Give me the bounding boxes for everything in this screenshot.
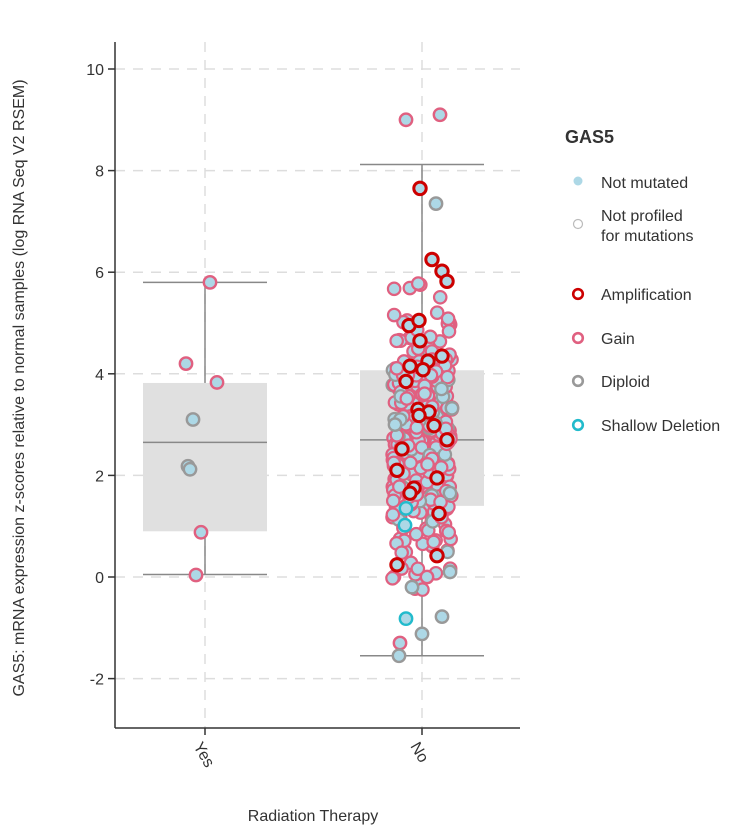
data-point (434, 381, 449, 397)
legend-label-gain: Gain (601, 331, 635, 348)
data-point (188, 567, 204, 583)
legend-marker-not-mutated (573, 176, 583, 186)
data-point (399, 391, 415, 406)
data-point (404, 579, 420, 595)
data-point (432, 289, 448, 305)
data-point (411, 407, 427, 424)
data-point (411, 312, 427, 329)
axes: -2 0 2 4 6 8 10 Yes No (86, 42, 520, 771)
data-point (389, 333, 404, 349)
data-point (426, 417, 442, 434)
data-points (178, 107, 460, 664)
data-point (398, 373, 414, 390)
data-point (440, 311, 456, 326)
data-point (394, 545, 409, 560)
legend-label-diploid: Diploid (601, 374, 650, 391)
data-point (414, 626, 430, 642)
data-point (420, 457, 435, 472)
legend-marker-amplification (571, 287, 585, 301)
legend-marker-diploid (571, 374, 585, 388)
data-point (185, 412, 201, 427)
box-yes (143, 382, 267, 532)
x-axis-title: Radiation Therapy (248, 808, 378, 825)
legend-label-amplification: Amplification (601, 287, 692, 304)
data-point (397, 517, 413, 533)
data-point (389, 361, 405, 376)
y-tick-label: 4 (95, 367, 104, 384)
x-tick-label-no: No (407, 740, 432, 766)
data-point (392, 635, 408, 651)
data-point (182, 461, 198, 477)
data-point (434, 609, 450, 625)
data-point (429, 305, 445, 320)
data-point (434, 348, 450, 364)
legend-marker-shallow-deletion (571, 418, 585, 432)
data-point (426, 534, 441, 550)
data-point (441, 525, 457, 540)
data-point (209, 375, 225, 390)
legend: GAS5 Not mutated Not profiled for mutations… (565, 127, 720, 435)
data-point (429, 470, 445, 486)
y-tick-label: 2 (95, 468, 104, 485)
data-point (178, 356, 194, 372)
data-point (429, 547, 445, 564)
data-point (389, 462, 405, 479)
y-axis-title: GAS5: mRNA expression z-scores relative … (11, 79, 28, 696)
y-tick-label: 0 (95, 570, 104, 587)
data-point (193, 524, 209, 540)
legend-marker-not-profiled (572, 218, 584, 230)
data-point (442, 485, 458, 501)
data-point (412, 333, 428, 349)
data-point (408, 526, 424, 542)
data-point (439, 273, 455, 290)
data-point (386, 281, 402, 297)
data-point (412, 180, 428, 197)
data-point (398, 611, 414, 627)
legend-label-shallow-deletion: Shallow Deletion (601, 418, 720, 435)
data-point (410, 561, 426, 577)
data-point (441, 324, 457, 339)
data-point (392, 479, 407, 495)
y-tick-label: 8 (95, 164, 104, 181)
data-point (389, 557, 405, 573)
data-point (386, 307, 402, 323)
y-tick-label: 6 (95, 265, 104, 282)
data-point (431, 505, 447, 522)
data-point (444, 400, 460, 416)
data-point (385, 493, 401, 509)
data-point (402, 485, 418, 501)
data-point (202, 274, 218, 290)
legend-title: GAS5 (565, 127, 614, 147)
x-tick-label-yes: Yes (190, 740, 218, 771)
y-tick-label: -2 (90, 672, 104, 689)
legend-label-not-profiled-2: for mutations (601, 228, 693, 245)
data-point (415, 362, 431, 378)
data-point (439, 432, 455, 448)
legend-marker-gain (571, 331, 585, 345)
data-point (419, 569, 435, 585)
data-point (428, 196, 444, 212)
data-point (398, 501, 414, 516)
data-point (410, 276, 426, 291)
data-point (409, 420, 425, 435)
data-point (387, 417, 403, 432)
data-point (442, 564, 458, 580)
data-point (417, 386, 432, 401)
data-point (391, 648, 407, 664)
data-point (398, 112, 414, 128)
data-point (402, 358, 418, 374)
data-point (385, 507, 401, 522)
data-point (385, 570, 400, 586)
y-tick-label: 10 (86, 62, 104, 79)
data-point (394, 441, 410, 457)
legend-label-not-mutated: Not mutated (601, 175, 688, 192)
data-point (440, 369, 455, 385)
data-point (403, 455, 418, 471)
data-point (432, 107, 448, 123)
data-point (424, 251, 440, 268)
legend-label-not-profiled: Not profiled (601, 208, 683, 225)
